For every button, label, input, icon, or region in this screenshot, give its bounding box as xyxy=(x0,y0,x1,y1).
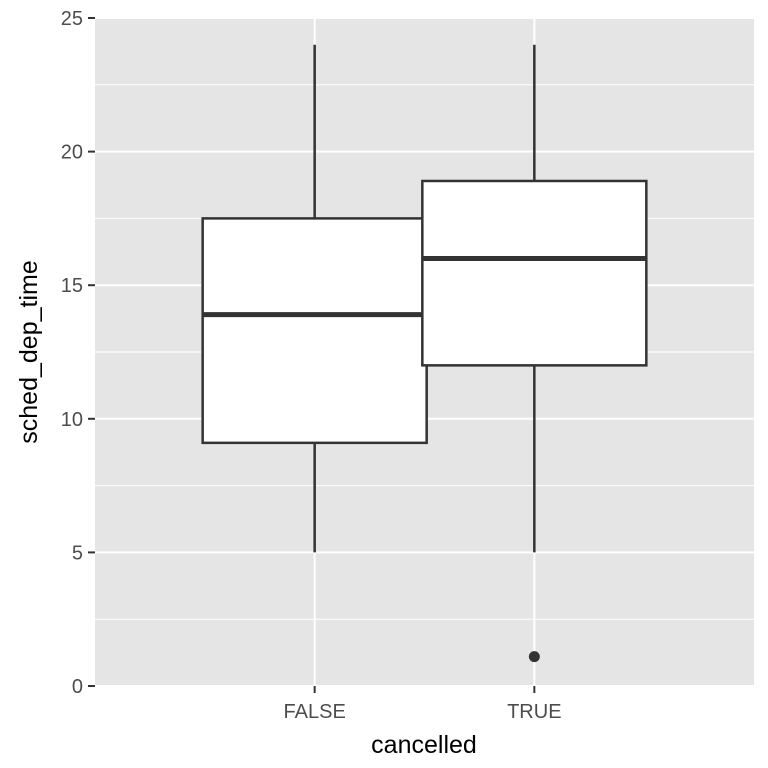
y-tick-label: 5 xyxy=(72,542,83,564)
x-axis-title: cancelled xyxy=(371,731,477,759)
x-tick-label: FALSE xyxy=(284,701,346,723)
y-axis-title: sched_dep_time xyxy=(15,260,43,443)
y-tick-label: 20 xyxy=(61,142,83,164)
y-tick-label: 15 xyxy=(61,275,83,297)
outlier-point xyxy=(528,651,540,663)
y-axis: 0 5 10 15 20 25 xyxy=(61,8,95,698)
x-tick-label: TRUE xyxy=(507,701,561,723)
x-axis: FALSE TRUE xyxy=(284,686,562,723)
box-iqr xyxy=(201,217,428,445)
y-tick-label: 0 xyxy=(72,676,83,698)
box-group-true xyxy=(421,44,648,663)
boxes xyxy=(201,44,648,663)
box-iqr xyxy=(421,179,648,367)
box-group-false xyxy=(201,44,428,553)
y-tick-label: 10 xyxy=(61,409,83,431)
y-tick-label: 25 xyxy=(61,8,83,30)
